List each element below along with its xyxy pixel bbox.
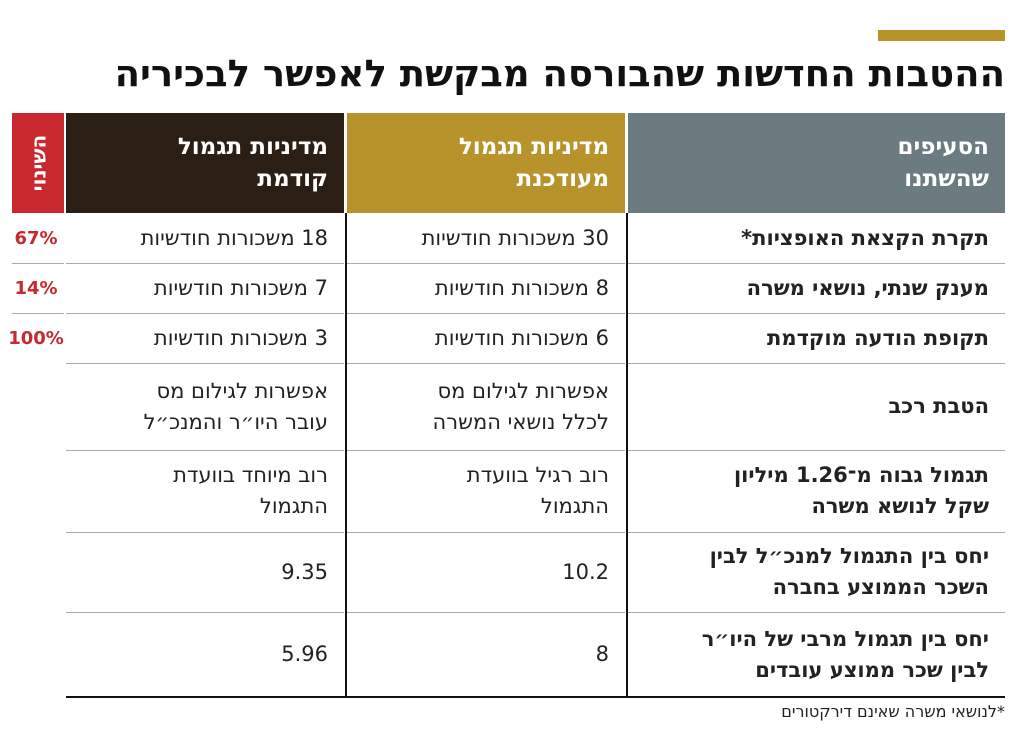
cell-line: 8 משכורות חודשיות — [434, 275, 609, 300]
cell-line: 8 — [595, 642, 609, 666]
row-label: תקרת הקצאת האופציות* — [628, 213, 1005, 263]
change-value: 100% — [8, 327, 64, 349]
cell-line: 5.96 — [281, 642, 328, 666]
row-divider — [66, 532, 344, 533]
cell-line: לכלל נושאי המשרה — [432, 409, 609, 434]
cell-line: אפשרות לגילום מס — [437, 378, 609, 403]
row-divider — [66, 450, 344, 451]
cell-line: רוב רגיל בוועדת — [466, 463, 609, 487]
row-divider — [628, 363, 1005, 364]
cell-line: תקרת הקצאת האופציות* — [741, 225, 989, 250]
cell-line: 30 משכורות חודשיות — [421, 225, 609, 250]
table-cell: 9.35 — [66, 532, 344, 612]
table-cell: 18 משכורות חודשיות — [66, 213, 344, 263]
table-cell: 6 משכורות חודשיות — [347, 313, 625, 363]
cell-line: יחס בין תגמול מרבי של היו״ר — [701, 626, 989, 651]
cell-line: מדיניות תגמול — [177, 134, 328, 160]
cell-line: הסעיפים — [897, 134, 989, 160]
cell-line: תגמול גבוה מ־1.26 מיליון — [733, 463, 989, 487]
column-header: מדיניות תגמול מעודכנת — [347, 113, 625, 213]
row-label: הטבת רכב — [628, 363, 1005, 450]
table-cell: אפשרות לגילום מס לכלל נושאי המשרה — [347, 363, 625, 450]
row-label: יחס בין תגמול מרבי של היו״ר לבין שכר ממוצ… — [628, 612, 1005, 697]
cell-line: מדיניות תגמול — [458, 134, 609, 160]
footnote: *לנושאי משרה שאינם דירקטורים — [781, 702, 1005, 721]
row-label: תקופת הודעה מוקדמת — [628, 313, 1005, 363]
row-divider — [12, 313, 64, 314]
row-divider — [347, 532, 625, 533]
column-divider — [345, 213, 347, 697]
cell-line: 18 משכורות חודשיות — [140, 225, 328, 250]
cell-line: יחס בין התגמול למנכ״ל לבין — [709, 544, 989, 568]
change-value: 14% — [14, 277, 58, 299]
column-divider — [626, 213, 628, 697]
cell-line: שהשתנו — [904, 166, 989, 192]
cell-line: רוב מיוחד בוועדת — [173, 463, 328, 487]
row-divider — [12, 263, 64, 264]
table-bottom-rule — [66, 696, 1005, 698]
row-divider — [66, 363, 344, 364]
table-cell: 30 משכורות חודשיות — [347, 213, 625, 263]
cell-line: התגמול — [540, 494, 609, 518]
row-divider — [347, 313, 625, 314]
cell-line: התגמול — [259, 494, 328, 518]
title: ההטבות החדשות שהבורסה מבקשת לאפשר לבכירי… — [114, 52, 1005, 95]
row-divider — [347, 263, 625, 264]
cell-line: 3 משכורות חודשיות — [153, 325, 328, 350]
table-cell: 8 משכורות חודשיות — [347, 263, 625, 313]
row-divider — [347, 450, 625, 451]
row-label: יחס בין התגמול למנכ״ל לבין השכר הממוצע בח… — [628, 532, 1005, 612]
table-cell: 5.96 — [66, 612, 344, 697]
row-label: מענק שנתי, נושאי משרה — [628, 263, 1005, 313]
table-cell: רוב מיוחד בוועדת התגמול — [66, 450, 344, 532]
row-divider — [347, 363, 625, 364]
cell-line: שקל לנושא משרה — [811, 494, 989, 518]
row-divider — [628, 263, 1005, 264]
row-divider — [628, 313, 1005, 314]
change-header-text: השינוי — [26, 134, 50, 192]
row-divider — [628, 450, 1005, 451]
cell-line: קודמת — [257, 166, 328, 192]
cell-line: 6 משכורות חודשיות — [434, 325, 609, 350]
row-divider — [66, 263, 344, 264]
table-cell: 8 — [347, 612, 625, 697]
row-divider — [628, 612, 1005, 613]
cell-line: תקופת הודעה מוקדמת — [767, 325, 989, 350]
cell-line: מעודכנת — [516, 166, 609, 192]
cell-line: 10.2 — [562, 559, 609, 584]
column-header: מדיניות תגמול קודמת — [66, 113, 344, 213]
cell-line: מענק שנתי, נושאי משרה — [746, 275, 989, 300]
change-value: 67% — [14, 227, 58, 249]
table-cell: 3 משכורות חודשיות — [66, 313, 344, 363]
table-cell: 10.2 — [347, 532, 625, 612]
row-label: תגמול גבוה מ־1.26 מיליון שקל לנושא משרה — [628, 450, 1005, 532]
cell-line: 7 משכורות חודשיות — [153, 275, 328, 300]
table-cell: 7 משכורות חודשיות — [66, 263, 344, 313]
row-divider — [347, 612, 625, 613]
table-cell: אפשרות לגילום מס עובר היו״ר והמנכ״ל — [66, 363, 344, 450]
cell-line: לבין שכר ממוצע עובדים — [755, 657, 989, 682]
row-divider — [66, 313, 344, 314]
cell-line: הטבת רכב — [888, 394, 990, 418]
table-cell: רוב רגיל בוועדת התגמול — [347, 450, 625, 532]
cell-line: 9.35 — [281, 559, 328, 584]
row-divider — [628, 532, 1005, 533]
cell-line: השכר הממוצע בחברה — [772, 575, 989, 599]
cell-line: אפשרות לגילום מס — [156, 378, 328, 403]
change-header: השינוי — [12, 113, 64, 213]
row-divider — [66, 612, 344, 613]
column-header: הסעיפים שהשתנו — [628, 113, 1005, 213]
cell-line: עובר היו״ר והמנכ״ל — [143, 409, 328, 434]
title-accent — [878, 30, 1005, 41]
